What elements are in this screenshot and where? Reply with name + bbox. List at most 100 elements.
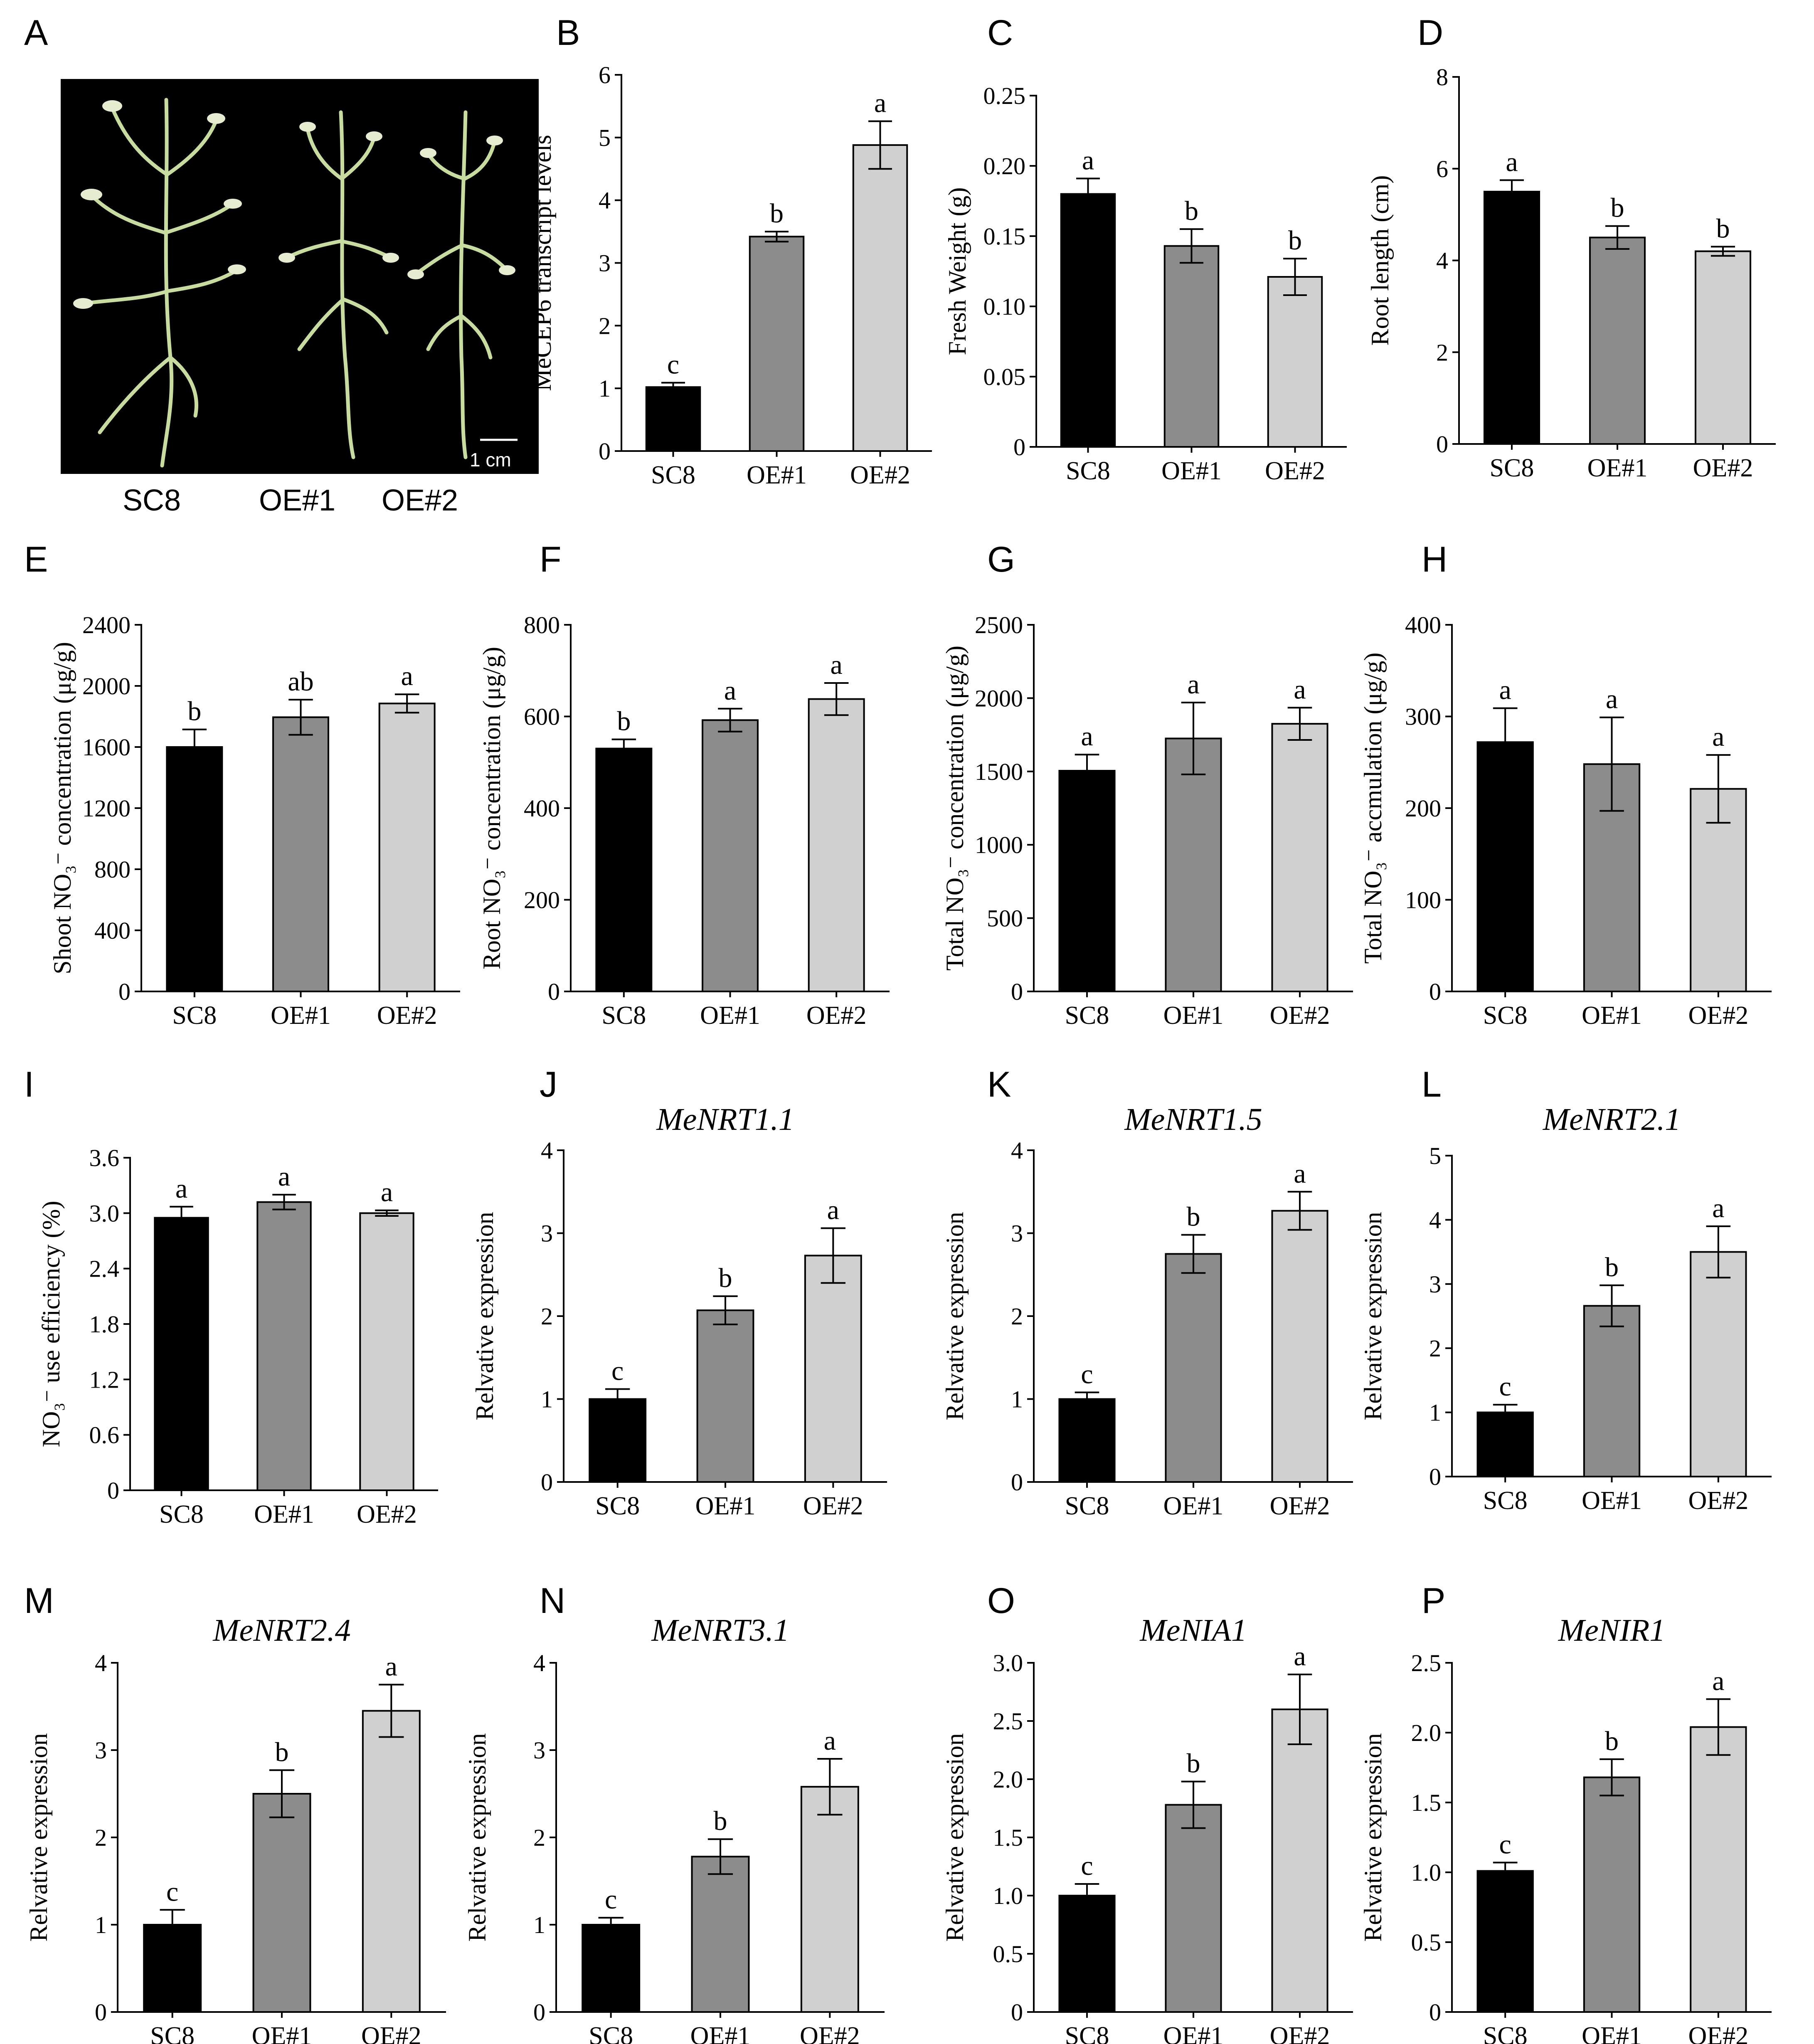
y-tick-label-c-5: 0.25 <box>983 82 1026 109</box>
y-tick-label-p-0: 0 <box>1429 1999 1441 2026</box>
panel-letter-m: M <box>24 1581 54 1621</box>
y-tick-label-k-2: 2 <box>1011 1303 1023 1330</box>
y-tick-label-p-4: 2.0 <box>1411 1719 1442 1746</box>
sig-label-n-sc8: c <box>605 1884 617 1915</box>
error-bar-i-oe2 <box>375 1209 399 1217</box>
category-label-k-oe1: OE#1 <box>1163 1492 1224 1520</box>
bar-m-oe1 <box>252 1793 311 2013</box>
y-tick-label-h-4: 400 <box>1405 611 1441 639</box>
category-label-l-oe1: OE#1 <box>1582 1487 1642 1515</box>
bar-o-oe2 <box>1271 1709 1328 2013</box>
chart-panel-h: H 0 100 200 300 400 a SC8 a OE#1 a OE#2 Total NO₃⁻ a… <box>1359 540 1772 1030</box>
sig-label-k-oe1: b <box>1187 1201 1200 1232</box>
error-bar-e-oe2 <box>394 693 419 714</box>
bar-e-oe2 <box>378 703 436 992</box>
y-tick-label-i-6: 3.6 <box>89 1144 120 1171</box>
y-tick-label-p-2: 1.0 <box>1411 1859 1442 1886</box>
category-label-c-oe2: OE#2 <box>1265 457 1325 485</box>
category-label-e-oe1: OE#1 <box>271 1001 331 1030</box>
y-tick-label-b-0: 0 <box>599 438 611 465</box>
y-tick-label-j-3: 3 <box>541 1220 553 1247</box>
panel-letter-o: O <box>987 1581 1015 1621</box>
y-axis-label-k: Relvative expression <box>941 1212 969 1420</box>
chart-title-m: MeNRT2.4 <box>212 1613 350 1648</box>
panel-letter-d: D <box>1417 13 1443 53</box>
y-axis-label-b: MeCEP6 transcript levels <box>529 135 556 391</box>
category-label-d-sc8: SC8 <box>1490 454 1534 482</box>
plant-photo <box>61 79 539 474</box>
bar-k-oe1 <box>1165 1253 1222 1483</box>
y-tick-label-b-3: 3 <box>599 250 611 277</box>
sig-label-i-oe1: a <box>278 1161 290 1192</box>
category-label-m-oe2: OE#2 <box>361 2022 421 2044</box>
plant-leaves <box>73 100 515 309</box>
error-bar-b-oe1 <box>765 231 789 243</box>
y-tick-label-c-4: 0.20 <box>983 153 1026 180</box>
sig-label-k-oe2: a <box>1294 1159 1306 1189</box>
sig-label-c-oe1: b <box>1185 196 1198 226</box>
sig-label-d-oe1: b <box>1611 193 1624 223</box>
chart-panel-e: E 0 400 800 1200 1600 2000 2400 b SC8 ab OE#1 a OE#2 S… <box>24 540 460 1030</box>
y-tick-label-o-0: 0 <box>1011 1999 1023 2026</box>
y-tick-label-f-1: 200 <box>524 887 560 914</box>
y-axis-label-d: Root length (cm) <box>1366 175 1394 346</box>
y-tick-label-j-2: 2 <box>541 1303 553 1330</box>
y-tick-label-n-4: 4 <box>533 1650 545 1677</box>
sig-label-m-oe2: a <box>385 1652 397 1682</box>
y-tick-label-d-3: 6 <box>1436 155 1448 182</box>
bar-o-oe1 <box>1165 1804 1222 2013</box>
category-label-b-oe2: OE#2 <box>850 461 910 489</box>
y-tick-label-b-6: 6 <box>599 62 611 89</box>
y-tick-label-b-4: 4 <box>599 187 611 214</box>
bar-c-oe1 <box>1163 245 1220 448</box>
category-label-h-oe2: OE#2 <box>1688 1001 1749 1030</box>
panel-letter-c: C <box>987 13 1013 53</box>
category-label-f-oe2: OE#2 <box>806 1001 867 1030</box>
bar-g-oe2 <box>1271 723 1328 992</box>
y-axis-label-e: Shoot NO₃⁻ concentration (μg/g) <box>49 642 76 974</box>
category-label-f-sc8: SC8 <box>601 1001 646 1030</box>
panel-letter-h: H <box>1422 540 1447 579</box>
sig-label-e-sc8: b <box>187 696 201 727</box>
y-tick-label-k-3: 3 <box>1011 1220 1023 1247</box>
y-tick-label-n-1: 1 <box>533 1911 545 1938</box>
sig-label-g-oe1: a <box>1187 669 1199 700</box>
category-label-i-sc8: SC8 <box>159 1500 204 1529</box>
y-tick-label-i-1: 0.6 <box>89 1422 120 1449</box>
bar-i-oe2 <box>359 1212 414 1491</box>
error-bar-j-oe2 <box>821 1227 845 1284</box>
sig-label-g-sc8: a <box>1081 721 1093 752</box>
bar-p-sc8 <box>1476 1870 1534 2013</box>
error-bar-d-sc8 <box>1499 179 1524 204</box>
error-bar-c-sc8 <box>1076 178 1100 210</box>
y-axis-label-f: Root NO₃⁻ concentration (μg/g) <box>478 647 505 969</box>
y-axis-label-c: Fresh Weight (g) <box>944 187 971 355</box>
bar-d-oe1 <box>1589 237 1646 445</box>
y-axis-label-l: Relvative expression <box>1359 1212 1387 1420</box>
category-label-m-oe1: OE#1 <box>252 2022 312 2044</box>
y-tick-label-f-0: 0 <box>548 978 560 1005</box>
sig-label-e-oe1: ab <box>288 666 313 697</box>
error-bar-i-oe1 <box>272 1193 296 1211</box>
y-tick-label-c-0: 0 <box>1013 434 1025 461</box>
y-tick-label-o-6: 3.0 <box>993 1650 1023 1677</box>
bar-charts: B 0 1 2 3 4 5 6 c SC8 b OE#1 a OE#2 MeCEP6 transcript … <box>24 13 1776 2044</box>
sig-label-g-oe2: a <box>1294 674 1306 705</box>
category-label-b-sc8: SC8 <box>651 461 695 489</box>
y-tick-label-e-4: 1600 <box>82 734 131 761</box>
chart-panel-m: M 0 1 2 3 4 c SC8 b OE#1 a OE#2 Relvative expression… <box>24 1581 446 2044</box>
category-label-b-oe1: OE#1 <box>747 461 807 489</box>
sig-label-j-oe2: a <box>827 1195 839 1225</box>
sig-label-p-oe2: a <box>1712 1666 1724 1696</box>
error-bar-h-oe1 <box>1600 716 1624 812</box>
error-bar-l-sc8 <box>1493 1404 1518 1421</box>
y-tick-label-l-3: 3 <box>1429 1271 1441 1298</box>
y-tick-label-m-1: 1 <box>95 1911 107 1938</box>
error-bar-e-sc8 <box>182 728 207 766</box>
panel-letter-l: L <box>1422 1065 1442 1105</box>
sig-label-c-sc8: a <box>1082 145 1094 175</box>
y-tick-label-o-3: 1.5 <box>993 1824 1023 1851</box>
panel-letter-f: F <box>540 540 562 579</box>
y-tick-label-d-4: 8 <box>1436 64 1448 91</box>
chart-panel-c: C 0 0.05 0.10 0.15 0.20 0.25 a SC8 b OE#1 b OE#2 Fres… <box>944 13 1347 485</box>
